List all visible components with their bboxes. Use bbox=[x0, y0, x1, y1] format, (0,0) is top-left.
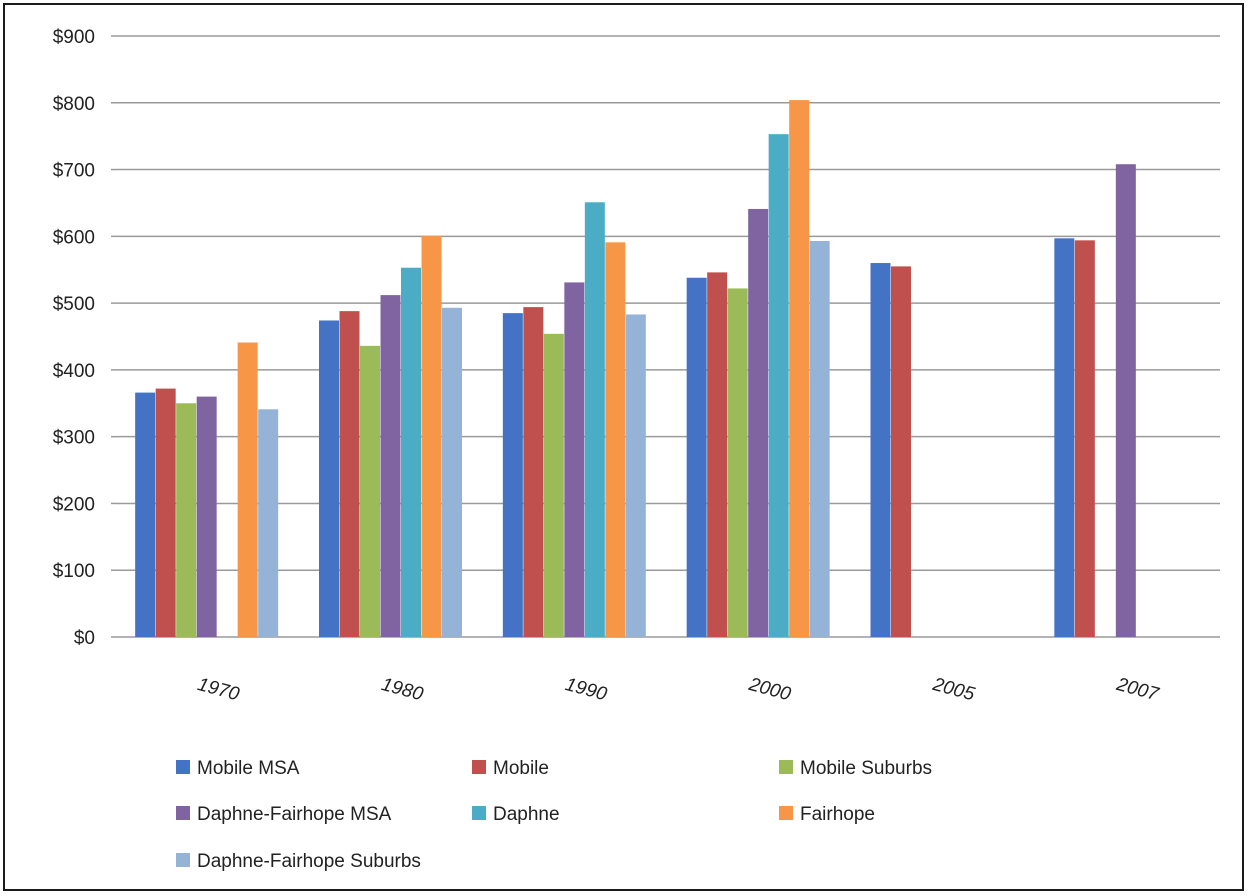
y-tick-label: $0 bbox=[74, 628, 95, 649]
bar-daphne-fairhope-suburbs-1980 bbox=[442, 307, 462, 637]
legend-swatch bbox=[176, 806, 190, 820]
bar-mobile-msa-1990 bbox=[502, 313, 523, 637]
legend-label: Daphne-Fairhope MSA bbox=[197, 804, 392, 825]
legend-label: Fairhope bbox=[800, 804, 875, 825]
legend-swatch bbox=[176, 853, 190, 867]
x-tick-label: 2000 bbox=[746, 674, 794, 706]
bar-mobile-suburbs-1980 bbox=[360, 345, 380, 637]
y-tick-label: $100 bbox=[53, 561, 95, 582]
bar-fairhope-1980 bbox=[421, 235, 442, 637]
legend-label: Mobile bbox=[493, 758, 549, 779]
bar-daphne-fairhope-suburbs-1970 bbox=[258, 409, 279, 637]
bar-fairhope-2000 bbox=[789, 100, 810, 637]
bar-mobile-msa-2005 bbox=[870, 263, 891, 637]
bar-mobile-2007 bbox=[1074, 240, 1095, 637]
bar-daphne-2000 bbox=[768, 134, 789, 637]
bar-daphne-1990 bbox=[584, 202, 605, 637]
bar-mobile-msa-2000 bbox=[686, 277, 707, 637]
x-tick-label: 1990 bbox=[563, 674, 610, 705]
bar-mobile-suburbs-1970 bbox=[176, 403, 197, 637]
y-tick-label: $900 bbox=[53, 27, 95, 48]
x-tick-label: 1980 bbox=[379, 674, 426, 705]
bar-daphne-1980 bbox=[401, 267, 421, 637]
bar-mobile-msa-1970 bbox=[135, 392, 156, 637]
y-tick-label: $200 bbox=[53, 494, 95, 515]
legend-label: Mobile Suburbs bbox=[800, 758, 932, 779]
legend-label: Daphne bbox=[493, 804, 560, 825]
bar-mobile-1990 bbox=[523, 307, 544, 637]
bar-mobile-msa-2007 bbox=[1054, 238, 1075, 637]
legend-swatch bbox=[779, 760, 793, 774]
y-tick-label: $400 bbox=[53, 361, 95, 382]
bar-fairhope-1990 bbox=[605, 242, 626, 638]
legend-swatch bbox=[472, 806, 486, 820]
bar-fairhope-1970 bbox=[237, 342, 258, 637]
x-tick-label: 2005 bbox=[930, 674, 978, 706]
bar-daphne-fairhope-msa-2000 bbox=[748, 208, 769, 637]
legend-swatch bbox=[472, 760, 486, 774]
bar-mobile-suburbs-1990 bbox=[543, 333, 564, 637]
x-tick-label: 2007 bbox=[1113, 674, 1162, 706]
bar-mobile-1980 bbox=[339, 311, 360, 637]
bar-daphne-fairhope-suburbs-2000 bbox=[809, 241, 830, 637]
y-tick-label: $800 bbox=[53, 94, 95, 115]
legend-label: Mobile MSA bbox=[197, 758, 300, 779]
bar-daphne-fairhope-msa-2007 bbox=[1115, 164, 1136, 638]
bar-chart: $0 $100 $200 $300 $400 $500 $600 $700 $800 $900 19… bbox=[53, 27, 1220, 872]
bar-daphne-fairhope-msa-1980 bbox=[380, 295, 401, 637]
bar-mobile-1970 bbox=[155, 388, 176, 637]
y-tick-label: $300 bbox=[53, 428, 95, 449]
bar-mobile-msa-1980 bbox=[319, 320, 339, 637]
legend-swatch bbox=[779, 806, 793, 820]
y-tick-label: $700 bbox=[53, 161, 95, 182]
bar-daphne-fairhope-msa-1970 bbox=[196, 396, 217, 637]
x-tick-label: 1970 bbox=[195, 674, 242, 705]
bar-daphne-fairhope-msa-1990 bbox=[564, 282, 585, 637]
y-tick-label: $500 bbox=[53, 294, 95, 315]
chart-frame: $0 $100 $200 $300 $400 $500 $600 $700 $800 $900 19… bbox=[3, 3, 1244, 891]
bar-daphne-fairhope-suburbs-1990 bbox=[625, 314, 646, 637]
y-tick-label: $600 bbox=[53, 227, 95, 248]
bar-mobile-suburbs-2000 bbox=[727, 288, 748, 637]
legend-label: Daphne-Fairhope Suburbs bbox=[197, 851, 421, 872]
bar-mobile-2000 bbox=[707, 272, 728, 637]
bar-mobile-2005 bbox=[891, 266, 911, 637]
legend-swatch bbox=[176, 760, 190, 774]
